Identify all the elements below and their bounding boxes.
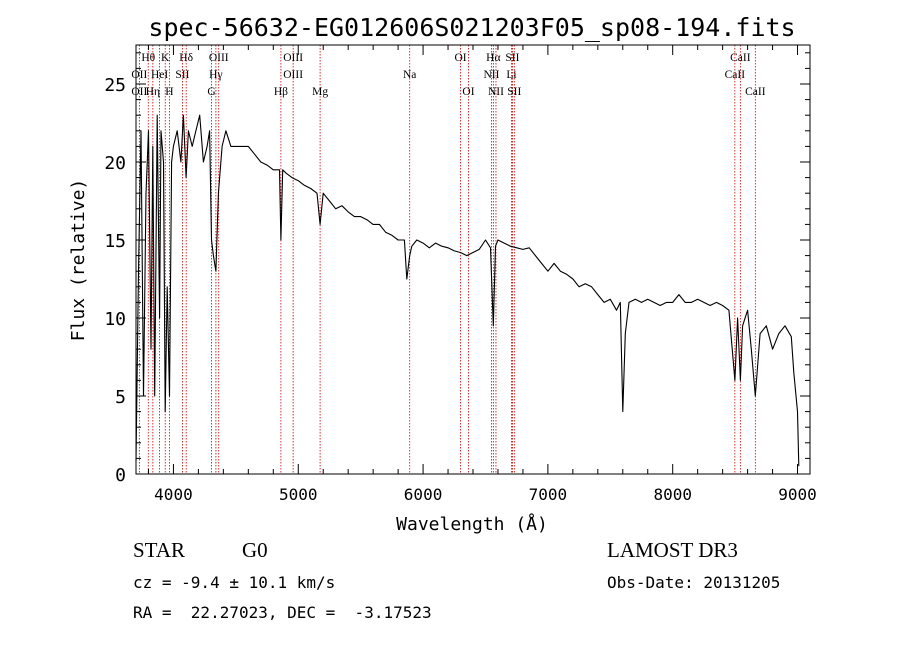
object-class: G0 — [242, 538, 268, 562]
y-tick-label: 20 — [104, 153, 126, 174]
x-tick-label: 9000 — [778, 485, 817, 504]
y-tick-label: 15 — [104, 231, 126, 252]
chart-title: spec-56632-EG012606S021203F05_sp08-194.f… — [148, 13, 795, 42]
spectrum-line — [135, 114, 800, 467]
spectral-line-markers — [138, 45, 756, 474]
spectral-line-label: Hθ — [141, 52, 155, 64]
spectral-line-label: Mg — [312, 86, 328, 98]
spectral-line-label: OIII — [209, 52, 229, 64]
spectral-line-labels: Hθ K Hδ OIII OIII OI Hα SII CaII OII HeI SII Hγ OIII N… — [131, 52, 765, 98]
spectral-line-label: HeI — [151, 69, 168, 81]
spectral-line-label: K — [161, 52, 170, 64]
spectral-line-label: CaII — [725, 69, 746, 81]
coordinates: RA = 22.27023, DEC = -3.17523 — [133, 603, 432, 622]
spectral-line-label: CaII — [745, 86, 766, 98]
spectral-line-label: CaII — [730, 52, 751, 64]
plot-frame — [135, 44, 811, 475]
spectrum-series — [135, 114, 800, 467]
spectral-line-label: OII — [131, 86, 147, 98]
spectral-line-label: Hη — [146, 86, 160, 98]
axis-ticks: 4000 5000 6000 7000 8000 9000 0 5 10 15 20 25 — [104, 45, 817, 504]
spectral-line-label: SII — [175, 69, 189, 81]
spectral-line-label: NII — [483, 69, 499, 81]
x-tick-label: 5000 — [279, 485, 318, 504]
spectral-line-label: Hβ — [274, 86, 288, 98]
spectral-line-label: Hγ — [209, 69, 222, 81]
x-tick-label: 4000 — [154, 485, 193, 504]
x-tick-label: 8000 — [653, 485, 692, 504]
spectral-line-label: Na — [403, 69, 416, 81]
y-tick-label: 10 — [104, 309, 126, 330]
spectral-line-label: OI — [462, 86, 474, 98]
y-tick-label: 0 — [115, 465, 126, 486]
object-type: STAR — [133, 538, 185, 562]
survey-name: LAMOST DR3 — [607, 538, 738, 562]
spectral-line-label: OII — [131, 69, 147, 81]
spectral-line-label: NII — [488, 86, 504, 98]
spectral-line-label: Hα — [486, 52, 500, 64]
y-axis-label: Flux (relative) — [68, 179, 89, 342]
x-axis-label: Wavelength (Å) — [396, 513, 548, 535]
spectral-line-label: SII — [507, 86, 521, 98]
spectral-line-label: OIII — [283, 52, 303, 64]
spectral-line-label: OIII — [283, 69, 303, 81]
spectral-line-label: SII — [505, 52, 519, 64]
x-tick-label: 7000 — [529, 485, 568, 504]
y-tick-label: 5 — [115, 387, 126, 408]
y-tick-label: 25 — [104, 75, 126, 96]
spectral-line-label: H — [165, 86, 173, 98]
spectral-line-label: Hδ — [179, 52, 193, 64]
spectral-line-label: Li — [506, 69, 516, 81]
redshift-velocity: cz = -9.4 ± 10.1 km/s — [133, 573, 336, 592]
spectral-line-label: OI — [454, 52, 466, 64]
x-tick-label: 6000 — [404, 485, 443, 504]
spectral-line-label: G — [207, 86, 215, 98]
observation-date: Obs-Date: 20131205 — [607, 573, 781, 592]
